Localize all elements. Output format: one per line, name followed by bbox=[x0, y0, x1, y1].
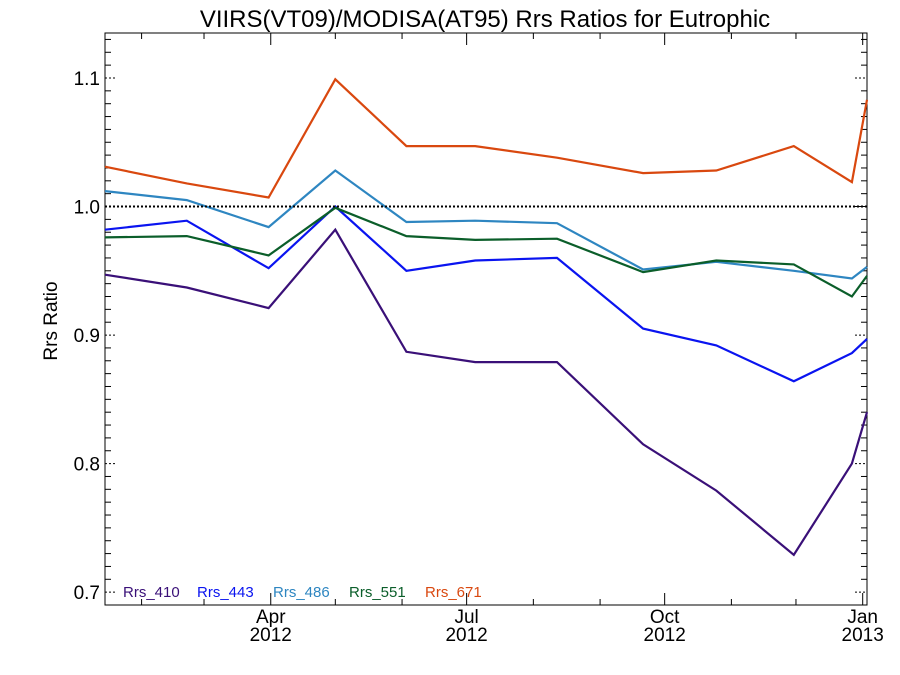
legend-entry: Rrs_486 bbox=[273, 584, 330, 601]
x-tick-label-year: 2012 bbox=[445, 625, 487, 646]
plot-frame bbox=[104, 32, 868, 606]
y-tick-label: 1.1 bbox=[74, 69, 100, 90]
legend-entry: Rrs_410 bbox=[123, 584, 180, 601]
y-tick-label: 0.7 bbox=[74, 583, 100, 604]
legend-entry: Rrs_443 bbox=[197, 584, 254, 601]
x-tick-label-month: Apr bbox=[256, 607, 286, 628]
x-tick-label-month: Oct bbox=[650, 607, 680, 628]
legend-entry: Rrs_671 bbox=[425, 584, 482, 601]
x-tick-label-year: 2012 bbox=[250, 625, 292, 646]
x-tick-label-year: 2012 bbox=[644, 625, 686, 646]
series-line-rrs-671 bbox=[104, 77, 869, 199]
plot-area: 0.70.80.91.01.1Apr2012Jul2012Oct2012Jan2… bbox=[74, 32, 884, 646]
y-tick-label: 0.8 bbox=[74, 455, 100, 476]
x-tick-label-year: 2013 bbox=[842, 625, 884, 646]
y-axis-label: Rrs Ratio bbox=[41, 281, 62, 360]
x-tick-label-month: Jan bbox=[847, 607, 878, 628]
y-tick-label: 0.9 bbox=[74, 326, 100, 347]
series-line-rrs-551 bbox=[104, 206, 868, 298]
series-line-rrs-410 bbox=[104, 227, 869, 557]
chart-title: VIIRS(VT09)/MODISA(AT95) Rrs Ratios for … bbox=[200, 6, 770, 33]
series-line-rrs-486 bbox=[104, 169, 868, 280]
x-tick-label-month: Jul bbox=[454, 607, 478, 628]
legend-entry: Rrs_551 bbox=[349, 584, 406, 601]
y-tick-label: 1.0 bbox=[74, 198, 100, 219]
series-line-rrs-443 bbox=[104, 205, 868, 383]
